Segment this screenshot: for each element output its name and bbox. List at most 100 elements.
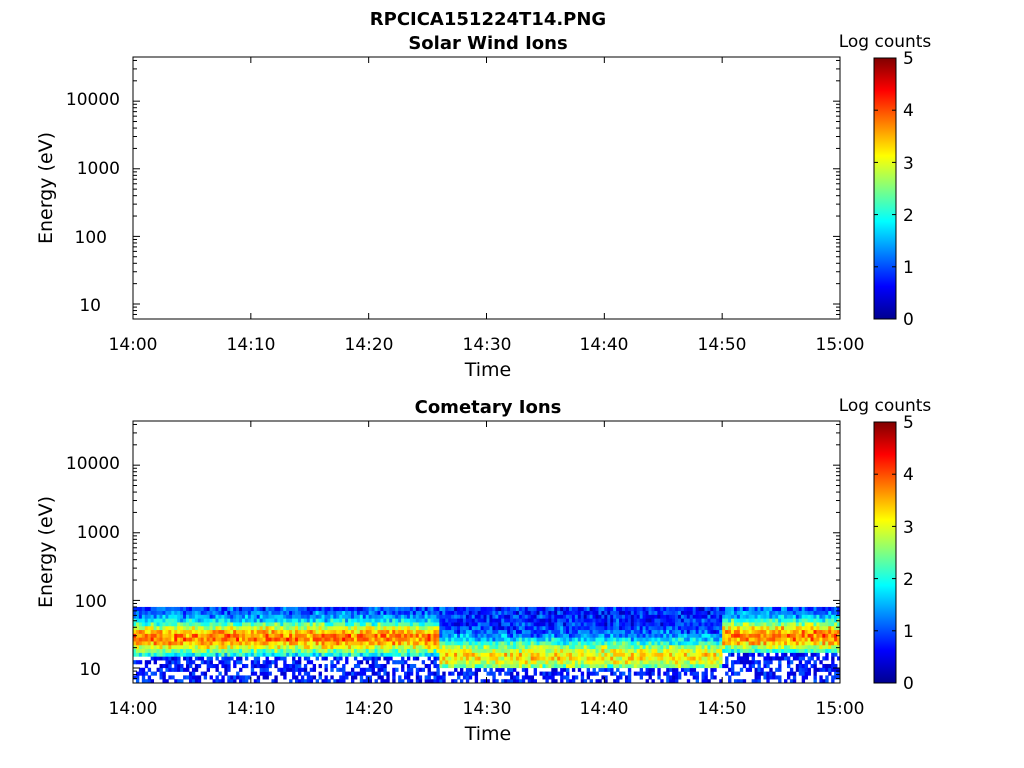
spectrogram-cell <box>822 629 826 634</box>
spectrogram-cell <box>442 618 446 623</box>
spectrogram-cell <box>607 614 611 619</box>
spectrogram-cell <box>645 618 649 623</box>
spectrogram-cell <box>386 660 390 665</box>
spectrogram-cell <box>710 610 714 615</box>
spectrogram-cell <box>666 652 670 657</box>
spectrogram-cell <box>439 614 443 619</box>
spectrogram-cell <box>825 618 829 623</box>
spectrogram-cell <box>754 629 758 634</box>
spectrogram-cell <box>619 625 623 631</box>
spectrogram-cell <box>236 614 240 619</box>
spectrogram-cell <box>321 648 325 653</box>
spectrogram-cell <box>583 637 588 642</box>
spectrogram-cell <box>728 618 732 623</box>
spectrogram-cell <box>627 679 632 684</box>
spectrogram-cell <box>274 637 278 642</box>
spectrogram-cell <box>651 648 655 653</box>
spectrogram-cell <box>760 641 764 646</box>
spectrogram-cell <box>454 625 458 631</box>
y-axis-label-solar-wind: Energy (eV) <box>35 132 57 244</box>
spectrogram-cell <box>707 663 711 669</box>
spectrogram-cell <box>239 641 243 646</box>
spectrogram-cell <box>657 622 661 627</box>
spectrogram-cell <box>545 606 549 612</box>
spectrogram-cell <box>551 652 555 657</box>
spectrogram-cell <box>224 625 228 631</box>
spectrogram-cell <box>704 652 708 657</box>
spectrogram-cell <box>639 675 644 680</box>
spectrogram-cell <box>174 648 178 653</box>
spectrogram-cell <box>433 641 437 646</box>
spectrogram-cell <box>256 648 261 653</box>
spectrogram-cell <box>330 675 334 680</box>
spectrogram-cell <box>247 610 252 615</box>
spectrogram-cell <box>274 606 278 612</box>
spectrogram-cell <box>601 618 605 623</box>
spectrogram-cell <box>345 637 349 642</box>
spectrogram-cell <box>536 625 540 631</box>
spectrogram-cell <box>348 652 352 657</box>
spectrogram-cell <box>580 656 585 661</box>
spectrogram-cell <box>819 641 823 646</box>
spectrogram-cell <box>454 644 458 650</box>
spectrogram-cell <box>183 644 187 650</box>
spectrogram-cell <box>695 618 699 623</box>
spectrogram-cell <box>468 656 473 661</box>
spectrogram-cell <box>831 625 835 631</box>
spectrogram-cell <box>312 625 317 631</box>
spectrogram-cell <box>742 641 747 646</box>
spectrogram-cell <box>710 671 714 676</box>
spectrogram-cell <box>415 637 420 642</box>
spectrogram-cell <box>147 637 152 642</box>
spectrogram-cell <box>560 660 564 665</box>
spectrogram-cell <box>819 625 823 631</box>
spectrogram-cell <box>654 648 658 653</box>
spectrogram-cell <box>433 606 437 612</box>
spectrogram-cell <box>660 606 664 612</box>
spectrogram-cell <box>459 660 464 665</box>
spectrogram-cell <box>339 652 343 657</box>
spectrogram-cell <box>775 652 779 657</box>
spectrogram-cell <box>342 641 346 646</box>
spectrogram-cell <box>445 660 449 665</box>
spectrogram-cell <box>471 625 476 631</box>
spectrogram-cell <box>386 610 390 615</box>
spectrogram-cell <box>262 660 266 665</box>
spectrogram-cell <box>568 622 573 627</box>
spectrogram-cell <box>427 671 431 676</box>
spectrogram-cell <box>468 610 473 615</box>
spectrogram-cell <box>804 671 808 676</box>
spectrogram-cell <box>280 641 284 646</box>
spectrogram-cell <box>386 648 390 653</box>
spectrogram-cell <box>801 614 806 619</box>
spectrogram-cell <box>359 675 364 680</box>
spectrogram-cell <box>135 660 140 665</box>
spectrogram-cell <box>427 614 431 619</box>
spectrogram-cell <box>206 610 210 615</box>
spectrogram-cell <box>580 675 585 680</box>
spectrogram-cell <box>300 679 305 684</box>
spectrogram-cell <box>141 606 146 612</box>
spectrogram-cell <box>168 641 172 646</box>
spectrogram-cell <box>265 667 269 672</box>
spectrogram-cell <box>147 618 152 623</box>
spectrogram-cell <box>742 648 747 653</box>
spectrogram-cell <box>507 641 511 646</box>
spectrogram-cell <box>521 625 526 631</box>
spectrogram-cell <box>318 663 322 669</box>
spectrogram-cell <box>660 641 664 646</box>
spectrogram-cell <box>236 641 240 646</box>
spectrogram-cell <box>144 610 149 615</box>
spectrogram-cell <box>183 633 187 638</box>
spectrogram-cell <box>365 656 370 661</box>
spectrogram-cell <box>592 667 596 672</box>
spectrogram-cell <box>180 667 184 672</box>
spectrogram-cell <box>286 610 290 615</box>
spectrogram-cell <box>742 622 747 627</box>
spectrogram-cell <box>513 667 517 672</box>
spectrogram-cell <box>259 625 264 631</box>
spectrogram-cell <box>468 641 473 646</box>
spectrogram-cell <box>533 663 537 669</box>
spectrogram-cell <box>672 622 676 627</box>
spectrogram-cell <box>533 625 537 631</box>
